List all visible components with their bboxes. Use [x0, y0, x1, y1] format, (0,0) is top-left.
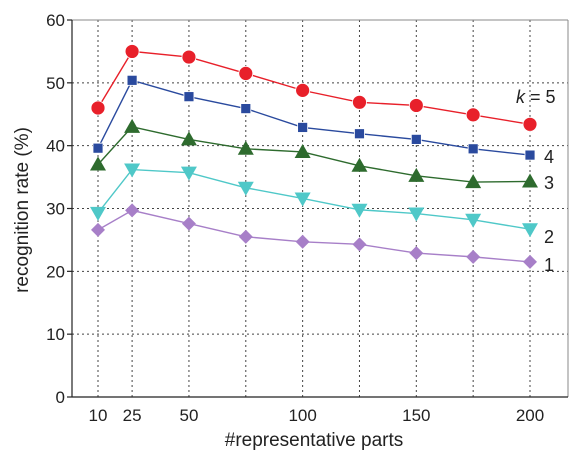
data-point [465, 213, 482, 228]
data-point [90, 156, 106, 171]
y-tick-label: 10 [46, 325, 65, 344]
y-tick-label: 40 [46, 137, 65, 156]
series-line [97, 209, 531, 263]
x-tick-label: 10 [89, 406, 108, 425]
data-point [124, 163, 141, 178]
series-2 [92, 74, 536, 161]
data-point [410, 133, 422, 145]
y-tick-label: 30 [46, 200, 65, 219]
data-point [237, 181, 254, 196]
x-tick-label: 50 [179, 406, 198, 425]
series-line [97, 126, 531, 183]
data-point [124, 118, 141, 133]
y-tick-label: 20 [46, 262, 65, 281]
x-tick-label: 25 [123, 406, 142, 425]
data-point [238, 229, 253, 244]
y-axis-label: recognition rate (%) [12, 127, 33, 293]
data-point [524, 149, 536, 161]
data-point [465, 174, 482, 189]
data-point [351, 157, 368, 172]
data-point [125, 203, 140, 218]
data-point [409, 246, 424, 261]
y-tick-label: 50 [46, 74, 65, 93]
series-line [97, 79, 531, 156]
series-3 [90, 118, 538, 189]
data-point [294, 143, 311, 158]
data-point [92, 142, 104, 154]
series-label: 4 [544, 147, 554, 167]
x-axis-label: #representative parts [225, 430, 404, 451]
grid [72, 19, 568, 397]
data-point [181, 49, 197, 65]
x-tick-label: 200 [516, 406, 544, 425]
data-point [351, 203, 368, 218]
data-point [523, 254, 537, 269]
series-1 [90, 44, 538, 132]
y-tick-label: 0 [56, 388, 65, 407]
data-point [408, 207, 425, 222]
data-point [294, 192, 311, 207]
data-point [352, 94, 367, 110]
y-tick-label: 60 [46, 11, 65, 30]
x-tick-label: 100 [288, 406, 316, 425]
data-point [183, 91, 195, 103]
data-point [352, 237, 367, 252]
series-label: 1 [544, 255, 554, 275]
data-point [408, 167, 425, 182]
labels: 0 10 20 30 40 50 60 10 25 50 100 150 200 k = 5 4 3 2 1 [46, 11, 555, 425]
data-point [295, 234, 310, 249]
data-point [126, 74, 138, 86]
data-point [181, 216, 196, 231]
data-point [90, 100, 106, 116]
data-point [295, 82, 311, 98]
data-point [180, 166, 197, 181]
data-point [522, 116, 538, 132]
data-point [297, 122, 309, 133]
series-line [97, 50, 531, 125]
series-layer [90, 44, 538, 269]
data-point [408, 98, 424, 113]
data-point [466, 249, 481, 264]
data-point [124, 44, 140, 59]
data-point [90, 206, 106, 221]
series-5 [91, 203, 537, 269]
axes [67, 19, 569, 398]
data-point [238, 66, 254, 81]
data-point [180, 131, 197, 146]
data-point [237, 140, 254, 155]
data-point [240, 103, 252, 114]
series-label: 2 [544, 227, 554, 247]
data-point [91, 222, 105, 237]
x-tick-label: 150 [402, 406, 430, 425]
series-4 [90, 163, 538, 238]
data-point [354, 128, 365, 140]
data-point [465, 107, 481, 123]
series-label: 3 [544, 173, 554, 193]
data-point [467, 143, 479, 155]
data-point [522, 173, 538, 188]
data-point [522, 223, 538, 238]
series-label: k = 5 [516, 87, 556, 107]
series-line [97, 168, 531, 230]
